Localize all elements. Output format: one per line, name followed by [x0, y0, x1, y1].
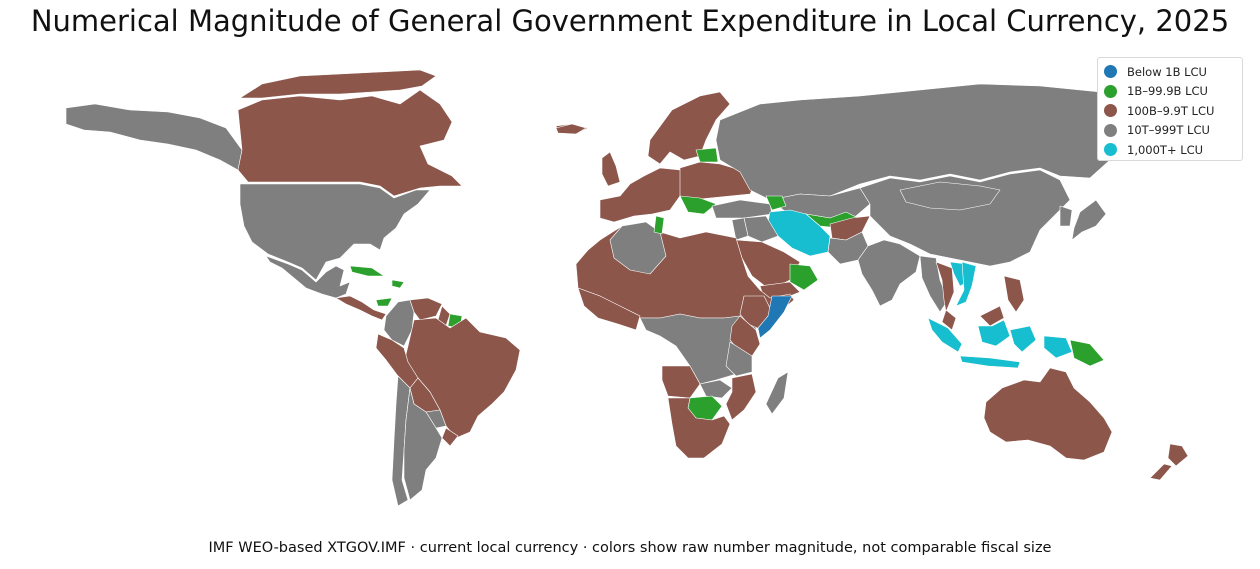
- region-syria[interactable]: [731, 217, 749, 241]
- legend-label: 100B–9.9T LCU: [1127, 103, 1215, 118]
- region-indonesia[interactable]: [927, 317, 963, 353]
- region-papua-new-guinea[interactable]: [1069, 339, 1105, 367]
- legend-item: 1,000T+ LCU: [1104, 140, 1242, 160]
- region-philippines[interactable]: [1003, 275, 1025, 313]
- region-malaysia[interactable]: [941, 309, 957, 331]
- region-tanzania[interactable]: [725, 341, 753, 377]
- legend-swatch-100b-9t: [1104, 104, 1117, 118]
- region-united-states[interactable]: [239, 183, 431, 281]
- legend-item: Below 1B LCU: [1104, 62, 1242, 82]
- legend-label: Below 1B LCU: [1127, 64, 1207, 79]
- map-caption: IMF WEO-based XTGOV.IMF · current local …: [208, 540, 1052, 556]
- region-japan[interactable]: [1071, 199, 1107, 241]
- region-mexico[interactable]: [265, 255, 351, 299]
- region-madagascar[interactable]: [765, 371, 789, 415]
- legend-label: 1,000T+ LCU: [1127, 142, 1204, 157]
- region-caribbean-cuba[interactable]: [349, 265, 385, 277]
- region-caucasus[interactable]: [765, 195, 787, 211]
- region-venezuela[interactable]: [409, 297, 443, 321]
- map-title: Numerical Magnitude of General Governmen…: [30, 4, 1230, 38]
- region-mongolia[interactable]: [899, 181, 1001, 211]
- legend-label: 10T–999T LCU: [1127, 123, 1210, 138]
- region-baltics[interactable]: [695, 147, 719, 163]
- region-indonesia-borneo[interactable]: [977, 319, 1011, 347]
- legend-label: 1B–99.9B LCU: [1127, 84, 1208, 99]
- legend-item: 1B–99.9B LCU: [1104, 82, 1242, 102]
- region-balkans[interactable]: [679, 195, 717, 215]
- legend-swatch-1000t-plus: [1104, 143, 1117, 157]
- legend-item: 100B–9.9T LCU: [1104, 101, 1242, 121]
- region-indonesia-java[interactable]: [959, 355, 1021, 369]
- region-korea[interactable]: [1059, 205, 1073, 227]
- region-new-zealand-south[interactable]: [1149, 463, 1173, 481]
- region-alaska[interactable]: [65, 103, 243, 171]
- region-south-africa[interactable]: [667, 397, 731, 459]
- region-argentina[interactable]: [403, 387, 443, 501]
- region-indonesia-sulawesi[interactable]: [1009, 325, 1037, 353]
- region-caribbean-islands[interactable]: [391, 279, 405, 289]
- region-indonesia-papua[interactable]: [1043, 335, 1073, 359]
- region-zambia[interactable]: [699, 379, 733, 399]
- region-canada[interactable]: [237, 89, 463, 197]
- region-australia[interactable]: [983, 367, 1113, 461]
- region-caribbean[interactable]: [375, 297, 393, 307]
- legend-item: 10T–999T LCU: [1104, 121, 1242, 141]
- region-tunisia[interactable]: [653, 215, 665, 235]
- region-new-zealand[interactable]: [1167, 443, 1189, 467]
- region-scandinavia[interactable]: [647, 91, 731, 165]
- region-somalia[interactable]: [757, 295, 793, 339]
- region-turkey[interactable]: [711, 199, 773, 219]
- region-west-africa[interactable]: [577, 287, 641, 331]
- map-legend: Below 1B LCU 1B–99.9B LCU 100B–9.9T LCU …: [1097, 57, 1243, 161]
- region-russia[interactable]: [715, 83, 1179, 201]
- region-oman[interactable]: [789, 263, 819, 291]
- region-vietnam[interactable]: [955, 261, 977, 307]
- legend-swatch-10t-999t: [1104, 123, 1117, 137]
- legend-swatch-1b-99b: [1104, 84, 1117, 98]
- region-uruguay[interactable]: [441, 427, 459, 447]
- region-canada-islands[interactable]: [239, 69, 437, 99]
- region-central-america[interactable]: [335, 295, 387, 321]
- region-myanmar[interactable]: [919, 255, 949, 313]
- legend-swatch-below-1b: [1104, 65, 1117, 79]
- region-algeria[interactable]: [609, 221, 667, 275]
- region-united-kingdom[interactable]: [601, 151, 621, 187]
- region-india[interactable]: [857, 239, 921, 307]
- region-malaysia-borneo[interactable]: [979, 305, 1005, 327]
- region-mozambique[interactable]: [725, 373, 757, 421]
- region-iceland[interactable]: [555, 123, 587, 135]
